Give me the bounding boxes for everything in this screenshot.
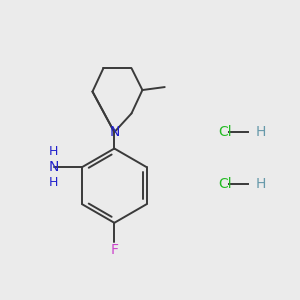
Text: N: N <box>49 160 59 174</box>
Text: N: N <box>109 125 119 139</box>
Text: H: H <box>49 145 58 158</box>
Text: Cl: Cl <box>218 177 232 191</box>
Text: F: F <box>110 243 118 257</box>
Text: Cl: Cl <box>218 125 232 139</box>
Text: H: H <box>256 177 266 191</box>
Text: H: H <box>256 125 266 139</box>
Text: H: H <box>49 176 58 189</box>
